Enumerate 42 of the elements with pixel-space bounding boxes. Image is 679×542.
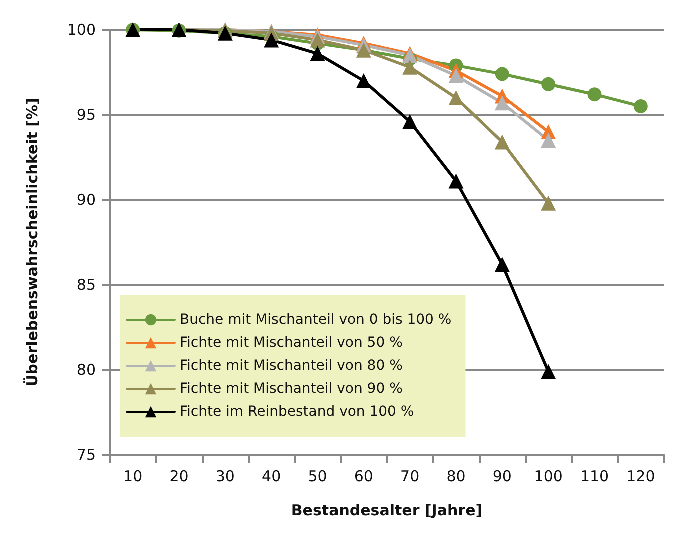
point [402, 114, 418, 130]
y-axis-title: Überlebenswahrscheinlichkeit [%] [24, 98, 42, 387]
point [356, 74, 372, 88]
y-tick-label: 95 [76, 106, 96, 124]
point [541, 133, 556, 148]
point [588, 88, 602, 102]
x-tick-label: 10 [124, 468, 143, 486]
point [494, 96, 510, 111]
x-axis-title: Bestandesalter [Jahre] [291, 502, 483, 520]
legend-label: Fichte mit Mischanteil von 50 % [180, 335, 403, 351]
point [448, 90, 464, 106]
y-tick-label: 75 [76, 446, 96, 464]
point [634, 100, 648, 114]
y-tick-label: 90 [76, 191, 96, 209]
x-tick-label: 80 [446, 468, 466, 486]
y-tick-label: 80 [76, 361, 96, 379]
y-tick-label: 85 [76, 276, 96, 294]
point [541, 196, 556, 211]
x-tick-label: 90 [492, 468, 512, 486]
x-tick-label: 70 [400, 468, 420, 486]
y-tick-label: 100 [67, 21, 96, 39]
x-tick-label: 50 [308, 468, 328, 486]
x-tick-label: 40 [262, 468, 282, 486]
point [448, 68, 464, 84]
x-tick-label: 60 [354, 468, 374, 486]
legend-label: Fichte mit Mischanteil von 80 % [180, 358, 403, 374]
x-tick-label: 20 [170, 468, 189, 486]
point [541, 364, 556, 380]
legend-label: Fichte mit Mischanteil von 90 % [180, 381, 403, 397]
x-tick-label: 30 [216, 468, 235, 486]
point [264, 32, 280, 48]
x-tick-label: 120 [626, 468, 656, 486]
legend-label: Fichte im Reinbestand von 100 % [180, 404, 414, 420]
x-tick-label: 110 [580, 468, 610, 486]
legend-label: Buche mit Mischanteil von 0 bis 100 % [180, 312, 452, 328]
point [495, 67, 510, 82]
point [448, 174, 464, 189]
point [494, 257, 510, 272]
x-tick-label: 100 [534, 468, 563, 486]
point [542, 77, 556, 92]
point [402, 60, 418, 75]
point [494, 134, 510, 150]
